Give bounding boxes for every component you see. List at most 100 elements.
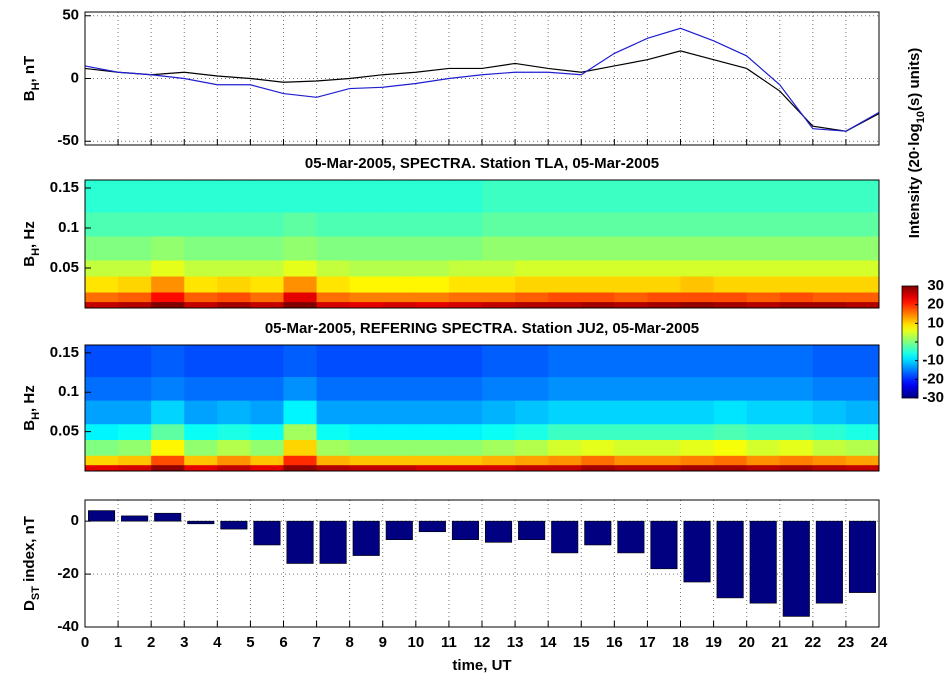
heat-cell: [415, 455, 450, 466]
heat-cell: [647, 400, 681, 425]
heat-cell: [184, 376, 218, 401]
heat-cell: [151, 292, 185, 303]
heat-cell: [382, 455, 417, 466]
label-rest: , Hz: [21, 221, 38, 248]
heat-cell: [184, 180, 218, 213]
heat-cell: [283, 301, 318, 309]
heat-cell: [482, 423, 516, 440]
x-tick-label: 18: [672, 634, 689, 651]
heat-cell: [118, 376, 152, 401]
y-tick-label: 0: [71, 69, 79, 86]
heat-cell: [415, 292, 450, 303]
colorbar-tick-label: 0: [936, 333, 944, 350]
heat-cell: [845, 292, 880, 303]
heat-cell: [415, 212, 450, 237]
x-tick-label: 11: [441, 634, 457, 651]
axis-label: DST index, nT: [21, 516, 42, 611]
heat-cell: [779, 292, 814, 303]
bar: [716, 520, 744, 599]
heat-cell: [118, 423, 152, 440]
heat-cell: [118, 345, 152, 377]
heat-cell: [482, 212, 516, 237]
heat-cell: [680, 180, 715, 213]
heat-cell: [581, 292, 615, 303]
heat-cell: [845, 301, 880, 309]
heat-cell: [647, 439, 681, 456]
heat-cell: [85, 276, 119, 293]
heat-cell: [151, 212, 185, 237]
heat-cell: [448, 423, 483, 440]
heat-cell: [415, 180, 450, 213]
heat-cell: [382, 212, 417, 237]
axis-label: Intensity (20·log10(s) units): [906, 48, 927, 239]
heat-cell: [812, 212, 847, 237]
heat-cell: [515, 212, 549, 237]
heat-cell: [581, 439, 615, 456]
bar: [88, 510, 116, 522]
x-tick-label: 9: [379, 634, 387, 651]
heat-cell: [349, 464, 384, 472]
label-main: B: [21, 256, 38, 267]
heat-cell: [415, 439, 450, 456]
heat-cell: [217, 301, 251, 309]
heat-cell: [614, 180, 648, 213]
heat-cell: [581, 301, 615, 309]
heat-cell: [746, 376, 781, 401]
heat-cell: [581, 260, 615, 277]
heat-cell: [581, 212, 615, 237]
heat-cell: [184, 236, 218, 261]
heat-cell: [779, 276, 814, 293]
heat-cell: [713, 439, 748, 456]
bar: [749, 520, 777, 604]
heat-cell: [614, 423, 648, 440]
label-main: D: [21, 600, 38, 611]
heat-cell: [482, 376, 516, 401]
heat-cell: [250, 236, 284, 261]
heat-cell: [217, 345, 251, 377]
heat-cell: [316, 423, 351, 440]
heat-cell: [283, 423, 318, 440]
heat-cell: [151, 260, 185, 277]
heat-cell: [515, 292, 549, 303]
heat-cell: [217, 260, 251, 277]
heat-cell: [382, 236, 417, 261]
heat-cell: [746, 400, 781, 425]
heat-cell: [680, 439, 715, 456]
heat-cell: [548, 180, 582, 213]
heat-cell: [779, 439, 814, 456]
heat-cell: [184, 464, 218, 472]
x-tick-label: 13: [507, 634, 524, 651]
bar: [782, 520, 810, 617]
heat-cell: [779, 455, 814, 466]
bar: [584, 520, 612, 546]
heat-cell: [548, 400, 582, 425]
heat-cell: [746, 260, 781, 277]
heat-cell: [316, 292, 351, 303]
y-tick-label: 0.05: [50, 423, 79, 440]
heat-cell: [713, 292, 748, 303]
heat-cell: [548, 376, 582, 401]
heat-cell: [250, 400, 284, 425]
heat-cell: [85, 423, 119, 440]
heat-cell: [415, 236, 450, 261]
heat-cell: [515, 345, 549, 377]
heat-cell: [85, 260, 119, 277]
axes-box: [84, 344, 880, 472]
heat-cell: [515, 464, 549, 472]
heat-cell: [448, 439, 483, 456]
heat-cell: [548, 260, 582, 277]
heat-cell: [746, 455, 781, 466]
heat-cell: [680, 292, 715, 303]
colorbar-tick-label: 20: [927, 296, 944, 313]
heat-cell: [845, 212, 880, 237]
heat-cell: [647, 464, 681, 472]
y-tick-label: 0.1: [58, 383, 79, 400]
heat-cell: [415, 376, 450, 401]
heat-cell: [151, 400, 185, 425]
heat-cell: [283, 439, 318, 456]
heat-cell: [548, 292, 582, 303]
x-tick-label: 21: [771, 634, 788, 651]
heat-cell: [515, 400, 549, 425]
label-rest: , Hz: [21, 385, 38, 412]
heat-cell: [548, 301, 582, 309]
